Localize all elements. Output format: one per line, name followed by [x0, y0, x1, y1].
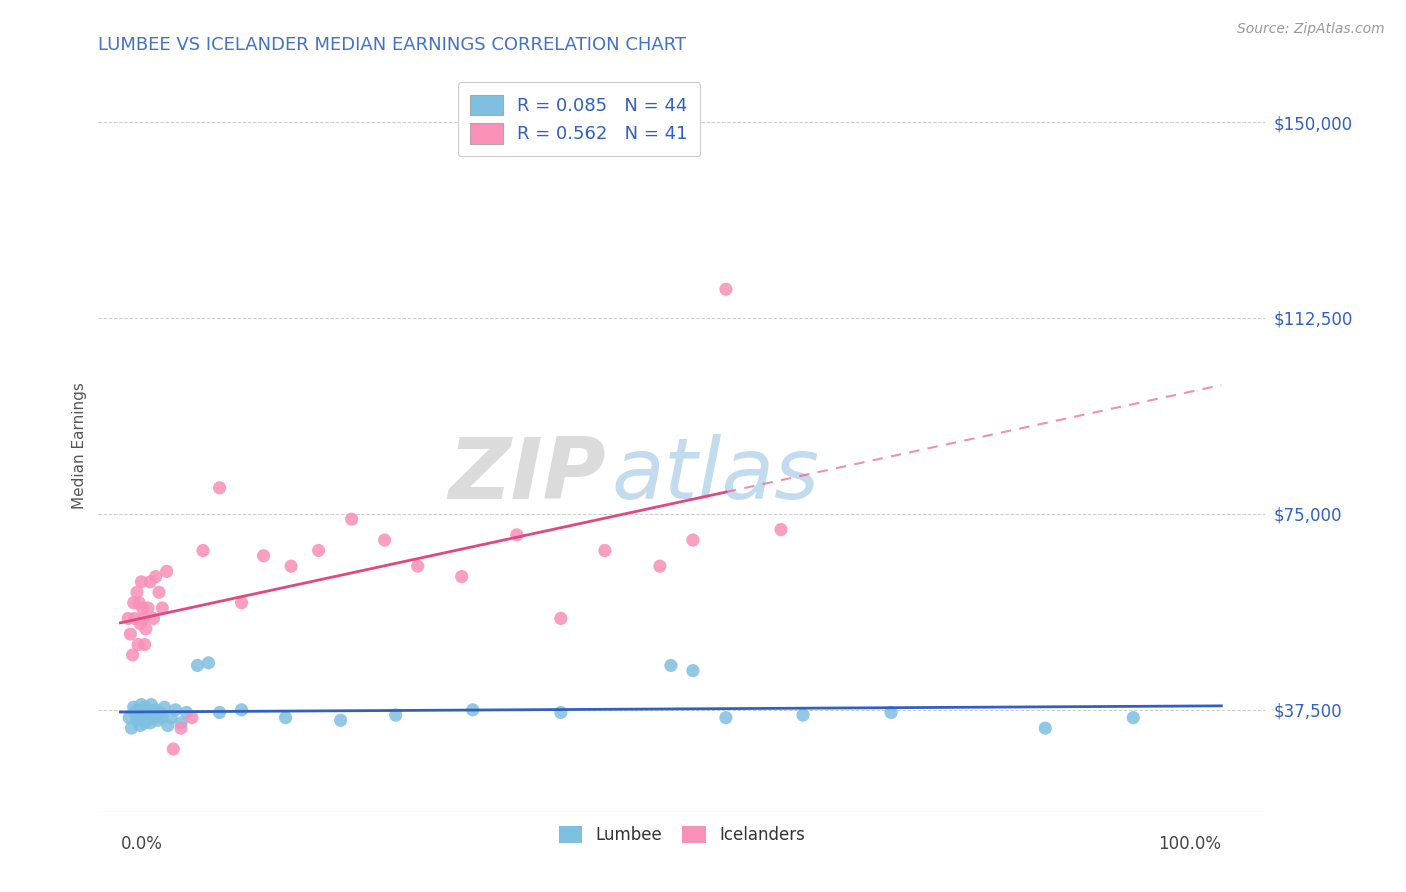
- Point: [550, 611, 572, 625]
- Point: [132, 611, 155, 625]
- Point: [186, 658, 208, 673]
- Point: [153, 700, 176, 714]
- Point: [121, 648, 143, 662]
- Point: [252, 549, 274, 563]
- Point: [150, 711, 173, 725]
- Point: [136, 601, 159, 615]
- Point: [156, 565, 179, 579]
- Text: 0.0%: 0.0%: [121, 835, 162, 854]
- Point: [150, 601, 173, 615]
- Point: [120, 627, 142, 641]
- Text: 100.0%: 100.0%: [1159, 835, 1222, 854]
- Point: [135, 708, 157, 723]
- Point: [340, 512, 363, 526]
- Point: [129, 718, 152, 732]
- Point: [1122, 711, 1144, 725]
- Point: [176, 706, 198, 720]
- Point: [139, 715, 162, 730]
- Point: [142, 611, 165, 625]
- Point: [128, 596, 150, 610]
- Point: [769, 523, 792, 537]
- Point: [127, 638, 149, 652]
- Point: [124, 611, 146, 625]
- Point: [148, 585, 170, 599]
- Point: [146, 714, 169, 728]
- Point: [149, 706, 172, 720]
- Point: [131, 574, 153, 589]
- Point: [308, 543, 330, 558]
- Point: [135, 700, 157, 714]
- Point: [880, 706, 903, 720]
- Point: [682, 664, 704, 678]
- Point: [170, 721, 193, 735]
- Point: [145, 703, 167, 717]
- Point: [131, 698, 153, 712]
- Point: [120, 721, 142, 735]
- Legend: Lumbee, Icelanders: Lumbee, Icelanders: [553, 820, 811, 851]
- Point: [160, 711, 183, 725]
- Point: [384, 708, 406, 723]
- Point: [374, 533, 396, 547]
- Point: [129, 616, 152, 631]
- Point: [122, 596, 145, 610]
- Point: [124, 706, 146, 720]
- Point: [280, 559, 302, 574]
- Point: [125, 714, 148, 728]
- Point: [141, 698, 163, 712]
- Point: [128, 711, 150, 725]
- Point: [506, 528, 529, 542]
- Text: ZIP: ZIP: [449, 434, 606, 516]
- Point: [406, 559, 429, 574]
- Text: Source: ZipAtlas.com: Source: ZipAtlas.com: [1237, 22, 1385, 37]
- Point: [329, 714, 352, 728]
- Point: [165, 703, 187, 717]
- Point: [136, 706, 159, 720]
- Point: [450, 569, 472, 583]
- Point: [132, 706, 155, 720]
- Point: [131, 711, 153, 725]
- Point: [156, 718, 179, 732]
- Y-axis label: Median Earnings: Median Earnings: [72, 383, 87, 509]
- Point: [593, 543, 616, 558]
- Text: LUMBEE VS ICELANDER MEDIAN EARNINGS CORRELATION CHART: LUMBEE VS ICELANDER MEDIAN EARNINGS CORR…: [98, 36, 686, 54]
- Point: [134, 715, 156, 730]
- Point: [162, 742, 184, 756]
- Point: [131, 601, 153, 615]
- Point: [714, 711, 737, 725]
- Point: [170, 715, 193, 730]
- Point: [135, 622, 157, 636]
- Point: [1033, 721, 1056, 735]
- Point: [197, 656, 219, 670]
- Text: atlas: atlas: [612, 434, 820, 516]
- Point: [127, 703, 149, 717]
- Point: [134, 638, 156, 652]
- Point: [231, 596, 253, 610]
- Point: [231, 703, 253, 717]
- Point: [792, 708, 814, 723]
- Point: [550, 706, 572, 720]
- Point: [659, 658, 682, 673]
- Point: [181, 711, 204, 725]
- Point: [191, 543, 214, 558]
- Point: [122, 700, 145, 714]
- Point: [208, 706, 231, 720]
- Point: [648, 559, 671, 574]
- Point: [461, 703, 484, 717]
- Point: [682, 533, 704, 547]
- Point: [142, 711, 165, 725]
- Point: [208, 481, 231, 495]
- Point: [117, 611, 139, 625]
- Point: [714, 282, 737, 296]
- Point: [274, 711, 297, 725]
- Point: [139, 574, 162, 589]
- Point: [145, 569, 167, 583]
- Point: [118, 711, 141, 725]
- Point: [125, 585, 148, 599]
